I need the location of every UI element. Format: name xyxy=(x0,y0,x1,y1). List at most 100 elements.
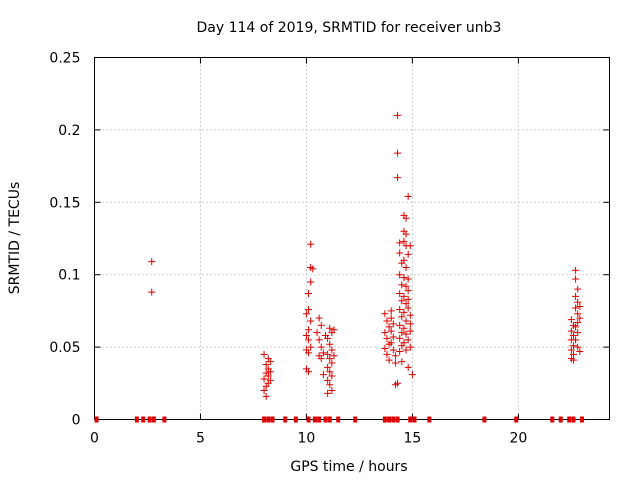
x-axis-label: GPS time / hours xyxy=(290,459,407,475)
data-point xyxy=(324,363,332,371)
data-point xyxy=(404,304,412,312)
data-point xyxy=(266,368,274,376)
data-point xyxy=(400,324,408,332)
data-point xyxy=(330,326,338,334)
zero-marker xyxy=(94,416,99,423)
y-tick-label: 0.1 xyxy=(58,268,80,284)
zero-marker xyxy=(317,416,322,423)
data-point xyxy=(404,336,412,344)
zero-marker xyxy=(151,416,156,423)
data-point xyxy=(319,349,327,357)
data-point xyxy=(404,275,412,283)
data-point xyxy=(315,314,323,322)
data-point xyxy=(262,360,270,368)
zero-marker xyxy=(382,416,387,423)
zero-marker xyxy=(482,416,487,423)
data-point xyxy=(264,372,272,380)
data-point xyxy=(317,355,325,363)
zero-marker xyxy=(571,416,576,423)
zero-marker xyxy=(558,416,563,423)
data-point xyxy=(400,256,408,264)
data-point xyxy=(389,320,397,328)
data-point xyxy=(402,317,410,325)
data-point xyxy=(383,317,391,325)
data-point xyxy=(381,310,389,318)
data-point xyxy=(381,329,389,337)
zero-marker xyxy=(270,416,275,423)
zero-marker xyxy=(141,416,146,423)
data-point xyxy=(404,193,412,201)
data-point xyxy=(262,392,270,400)
data-point xyxy=(396,334,404,342)
data-point xyxy=(391,381,399,389)
x-tick-label: 0 xyxy=(90,431,99,447)
data-point xyxy=(387,314,395,322)
data-point xyxy=(574,298,582,306)
data-point xyxy=(572,292,580,300)
data-point xyxy=(260,387,268,395)
data-point xyxy=(398,329,406,337)
data-point xyxy=(402,346,410,354)
data-point xyxy=(319,371,327,379)
data-point xyxy=(569,356,577,364)
zero-marker xyxy=(353,416,358,423)
data-point xyxy=(260,375,268,383)
data-point xyxy=(567,316,575,324)
data-point xyxy=(576,347,584,355)
data-point xyxy=(400,339,408,347)
data-point xyxy=(385,356,393,364)
zero-marker xyxy=(134,416,139,423)
data-point xyxy=(398,281,406,289)
data-point xyxy=(396,321,404,329)
data-point xyxy=(148,258,156,266)
data-point xyxy=(572,323,580,331)
x-tick-label: 20 xyxy=(509,431,527,447)
data-point xyxy=(400,274,408,282)
data-point xyxy=(317,321,325,329)
data-point xyxy=(383,350,391,358)
data-point xyxy=(387,327,395,335)
data-point xyxy=(385,323,393,331)
data-point xyxy=(315,336,323,344)
data-point xyxy=(572,275,580,283)
data-point xyxy=(400,292,408,300)
data-point xyxy=(402,263,410,271)
data-point xyxy=(404,295,412,303)
data-point xyxy=(406,242,414,250)
data-point xyxy=(396,249,404,257)
data-point xyxy=(326,340,334,348)
data-point xyxy=(402,282,410,290)
data-point xyxy=(148,288,156,296)
data-point xyxy=(396,271,404,279)
data-point xyxy=(406,343,414,351)
data-point xyxy=(394,149,402,157)
data-point xyxy=(400,308,408,316)
zero-marker xyxy=(550,416,555,423)
data-point xyxy=(398,297,406,305)
data-point xyxy=(402,214,410,222)
data-point xyxy=(264,355,272,363)
data-point xyxy=(302,310,310,318)
data-point xyxy=(387,339,395,347)
zero-marker xyxy=(579,416,584,423)
data-point xyxy=(324,376,332,384)
data-point xyxy=(404,287,412,295)
data-point xyxy=(569,332,577,340)
data-marks xyxy=(94,111,584,423)
data-point xyxy=(391,352,399,360)
x-tick-label: 5 xyxy=(196,431,205,447)
data-point xyxy=(574,285,582,293)
data-point xyxy=(324,389,332,397)
y-tick-label: 0.05 xyxy=(49,340,80,356)
data-point xyxy=(305,290,313,298)
zero-marker xyxy=(283,416,288,423)
data-point xyxy=(305,336,313,344)
data-point xyxy=(574,329,582,337)
data-point xyxy=(572,304,580,312)
data-point xyxy=(260,350,268,358)
plot-frame xyxy=(94,57,610,420)
zero-marker xyxy=(306,416,311,423)
data-point xyxy=(309,265,317,273)
data-point xyxy=(389,333,397,341)
data-point xyxy=(394,111,402,119)
